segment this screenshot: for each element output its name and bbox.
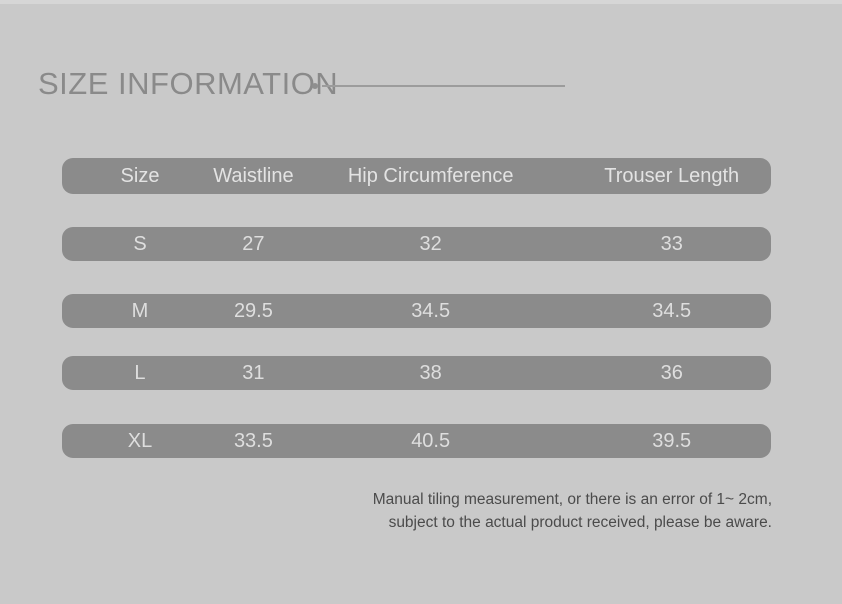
cell-size: XL	[127, 430, 153, 452]
table-row-l: L 31 38 36	[62, 356, 771, 390]
page-title: SIZE INFORMATION	[38, 66, 339, 101]
cell-size: L	[134, 362, 146, 384]
cell-trouser: 39.5	[652, 430, 692, 452]
table-row-m: M 29.5 34.5 34.5	[62, 294, 771, 328]
cell-size: S	[133, 233, 147, 255]
header-cell-size: Size	[120, 165, 160, 187]
cell-size: M	[131, 300, 149, 322]
horizontal-rule	[322, 85, 565, 87]
cell-trouser: 34.5	[652, 300, 692, 322]
table-row-s: S 27 32 33	[62, 227, 771, 261]
cell-waistline: 27	[242, 233, 265, 255]
cell-hip: 34.5	[411, 300, 451, 322]
size-chart-table: Size Waistline Hip Circumference Trouser…	[62, 158, 771, 458]
cell-waistline: 29.5	[233, 300, 273, 322]
cell-waistline: 33.5	[233, 430, 273, 452]
cell-trouser: 33	[660, 233, 683, 255]
bullet-dot-icon	[312, 83, 318, 89]
title-decoration	[312, 83, 565, 89]
disclaimer-line-1: Manual tiling measurement, or there is a…	[372, 491, 772, 508]
cell-hip: 32	[419, 233, 442, 255]
disclaimer-line-2: subject to the actual product received, …	[388, 514, 772, 531]
cell-hip: 40.5	[411, 430, 451, 452]
header-cell-waistline: Waistline	[213, 165, 294, 187]
top-edge-strip	[0, 0, 842, 4]
measurement-disclaimer: Manual tiling measurement, or there is a…	[373, 488, 772, 534]
cell-waistline: 31	[242, 362, 265, 384]
cell-hip: 38	[419, 362, 442, 384]
header-cell-hip-circumference: Hip Circumference	[347, 165, 514, 187]
header-cell-trouser-length: Trouser Length	[604, 165, 740, 187]
cell-trouser: 36	[660, 362, 683, 384]
table-header-row: Size Waistline Hip Circumference Trouser…	[62, 158, 771, 194]
table-row-xl: XL 33.5 40.5 39.5	[62, 424, 771, 458]
